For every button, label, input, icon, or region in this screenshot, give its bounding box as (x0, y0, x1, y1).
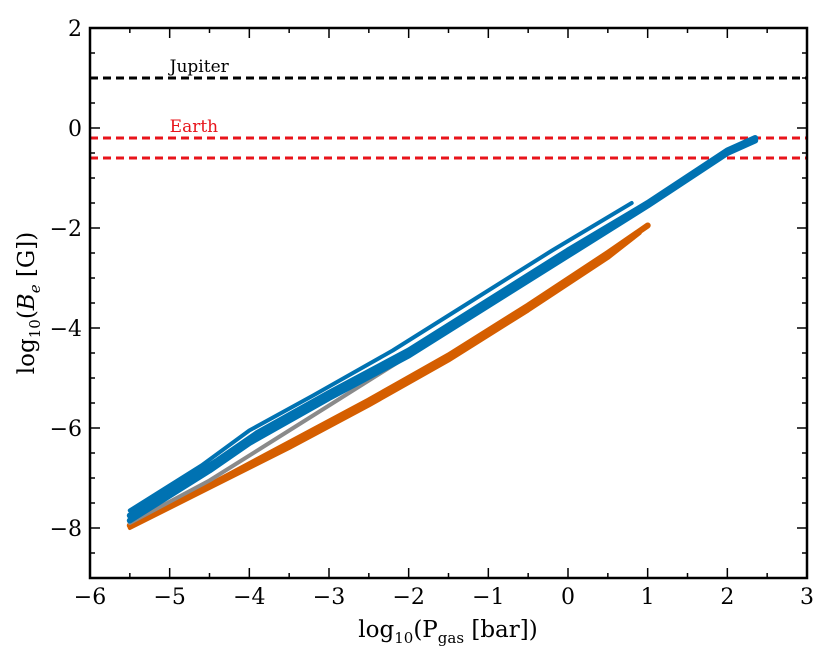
annotation-jupiter: Jupiter (168, 57, 230, 77)
series-line-0 (126, 222, 651, 529)
y-tick-label: −8 (50, 517, 82, 542)
x-tick-label: −5 (153, 585, 185, 610)
x-tick-label: −3 (313, 585, 345, 610)
y-axis-title: log10(Be [G]) (14, 232, 44, 374)
series-line-5 (127, 201, 634, 513)
series-layer (126, 135, 759, 530)
x-tick-label: 2 (720, 585, 734, 610)
y-tick-label: −4 (50, 317, 82, 342)
x-tick-label: 3 (800, 585, 814, 610)
y-tick-label: −6 (50, 417, 82, 442)
x-tick-label: 0 (561, 585, 575, 610)
annotations: Jupiter Earth (168, 57, 230, 137)
series-line-1 (127, 231, 642, 530)
x-tick-label: −1 (472, 585, 504, 610)
y-tick-label: 2 (68, 17, 82, 42)
tick-labels: −6 −5 −4 −3 −2 −1 0 1 2 3 −8 −6 −4 −2 0 2 (50, 17, 814, 610)
plot-frame (88, 26, 809, 580)
x-axis-title: log10(Pgas [bar]) (358, 617, 537, 647)
y-tick-label: −2 (50, 217, 82, 242)
series-line-4 (126, 137, 759, 524)
annotation-earth: Earth (170, 117, 219, 137)
y-tick-label: 0 (68, 117, 82, 142)
x-tick-label: −4 (233, 585, 265, 610)
x-tick-label: −6 (74, 585, 106, 610)
reference-lines (90, 76, 807, 160)
x-tick-label: 1 (641, 585, 655, 610)
x-tick-label: −2 (392, 585, 424, 610)
